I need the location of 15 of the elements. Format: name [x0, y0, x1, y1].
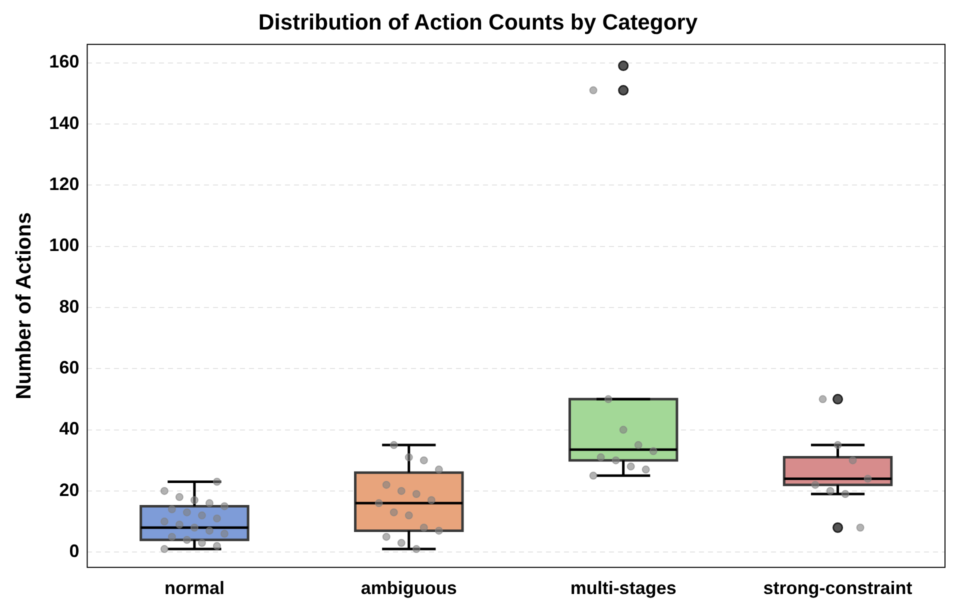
x-tick-label: strong-constraint: [763, 578, 912, 598]
y-tick-label: 160: [49, 52, 80, 72]
y-tick-label: 80: [59, 296, 80, 316]
y-tick-label: 40: [59, 418, 80, 439]
y-axis-title: Number of Actions: [12, 212, 36, 400]
chart-title: Distribution of Action Counts by Category: [258, 9, 698, 34]
x-tick-label: normal: [164, 578, 224, 598]
y-tick-label: 60: [59, 358, 80, 378]
x-tick-label: ambiguous: [360, 578, 457, 598]
y-tick-label: 120: [49, 174, 80, 194]
y-tick-label: 100: [49, 235, 80, 256]
y-tick-label: 140: [49, 112, 80, 133]
y-tick-label: 0: [69, 541, 80, 562]
x-tick-label: multi-stages: [570, 578, 676, 598]
y-tick-label: 20: [59, 480, 80, 500]
